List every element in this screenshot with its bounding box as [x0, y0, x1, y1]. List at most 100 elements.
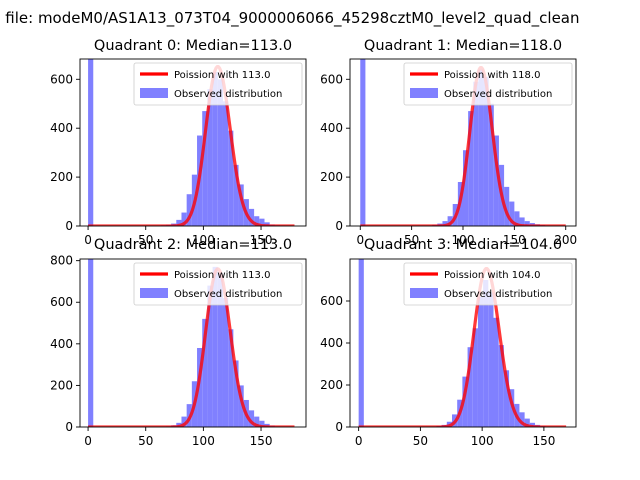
- histogram-bar: [217, 273, 223, 427]
- histogram-bar: [181, 416, 187, 427]
- histogram-bar: [233, 360, 239, 427]
- poisson-curve: [87, 267, 295, 427]
- poisson-curve: [87, 64, 295, 226]
- panel-title: Quadrant 0: Median=113.0: [94, 38, 292, 54]
- histogram-bar: [360, 59, 366, 226]
- histogram-bar: [463, 150, 469, 226]
- histogram-bar: [488, 292, 494, 427]
- histogram-bar: [212, 266, 218, 427]
- histogram-bar: [488, 103, 494, 226]
- histogram-bar: [509, 201, 515, 226]
- legend-label: Poission with 113.0: [174, 70, 270, 81]
- histogram-bar: [483, 76, 489, 226]
- legend-patch-swatch: [140, 288, 168, 298]
- histogram-bar: [228, 329, 234, 427]
- histogram-bar: [259, 420, 265, 427]
- histogram-bar: [254, 216, 260, 226]
- histogram-bar: [248, 410, 255, 427]
- histogram-bar: [473, 81, 479, 226]
- legend-box: [133, 262, 303, 306]
- histogram-bar: [197, 347, 203, 427]
- y-tick-label: 0: [65, 420, 73, 434]
- axes-frame: [79, 258, 307, 428]
- plot-area: [358, 259, 567, 427]
- histogram-bar: [181, 212, 187, 226]
- panel-title: Quadrant 2: Median=113.0: [94, 237, 292, 253]
- legend-box: [133, 62, 303, 106]
- y-tick-label: 0: [335, 420, 343, 434]
- x-tick-label: 50: [138, 233, 153, 247]
- legend-label: Poission with 118.0: [444, 70, 540, 81]
- x-tick-label: 50: [404, 233, 419, 247]
- legend: Poission with 113.0 Observed distribution: [133, 262, 303, 306]
- x-tick-label: 0: [84, 233, 92, 247]
- histogram-bar: [504, 186, 510, 226]
- histogram-bar: [222, 298, 229, 427]
- panel-2: 0 50 100 150 0 200 400 600 800 Poission with 113.…: [50, 237, 307, 448]
- x-tick-label: 150: [250, 434, 273, 448]
- histogram-bar: [477, 296, 484, 427]
- histogram-bar: [493, 135, 499, 226]
- x-tick-label: 100: [452, 233, 475, 247]
- y-tick-label: 200: [320, 170, 343, 184]
- panel-title: Quadrant 1: Median=118.0: [364, 38, 562, 54]
- histogram-bar: [483, 280, 489, 427]
- legend-label: Observed distribution: [444, 89, 552, 100]
- legend-box: [403, 262, 573, 306]
- panel-1: 0 50 100 150 200 0 200 400 600 Poission with 118.…: [320, 38, 577, 247]
- histogram-bar: [472, 328, 478, 427]
- x-tick-label: 200: [554, 233, 577, 247]
- histogram-bar: [259, 218, 265, 226]
- y-tick-label: 400: [50, 337, 73, 351]
- histogram-bar: [529, 422, 535, 427]
- histogram-bar: [447, 216, 453, 226]
- y-tick-label: 200: [320, 378, 343, 392]
- y-tick-label: 400: [320, 336, 343, 350]
- axes-frame: [79, 58, 307, 227]
- x-tick-label: 0: [84, 434, 92, 448]
- legend-label: Poission with 113.0: [174, 270, 270, 281]
- panel-0: 0 50 100 150 0 200 400 600 Poission with 113.0 Ob…: [50, 38, 307, 247]
- y-tick-label: 200: [50, 378, 73, 392]
- legend: Poission with 104.0 Observed distribution: [403, 262, 573, 306]
- poisson-curve: [358, 267, 567, 427]
- histogram-bar: [186, 194, 192, 226]
- histogram-bar: [238, 184, 244, 226]
- x-tick-label: 50: [138, 434, 153, 448]
- histogram-bar: [202, 318, 208, 427]
- x-tick-label: 150: [532, 434, 555, 448]
- histogram-bar: [264, 222, 270, 226]
- histogram-bar: [478, 69, 484, 226]
- y-tick-label: 800: [50, 254, 73, 268]
- histogram-bar: [233, 164, 239, 226]
- y-tick-label: 600: [50, 295, 73, 309]
- histogram-bar: [462, 376, 468, 427]
- x-tick-label: 100: [192, 434, 215, 448]
- histogram-bar: [467, 347, 473, 427]
- histogram-bar: [503, 370, 510, 427]
- legend: Poission with 113.0 Observed distribution: [133, 62, 303, 106]
- histogram-bar: [524, 418, 530, 427]
- x-tick-label: 150: [503, 233, 526, 247]
- y-tick-label: 400: [320, 121, 343, 135]
- histogram-bar: [519, 217, 525, 226]
- legend-patch-swatch: [140, 88, 168, 98]
- histogram-bar: [222, 101, 229, 226]
- panel-title: Quadrant 3: Median=104.0: [364, 237, 562, 253]
- x-tick-label: 50: [413, 434, 428, 448]
- legend-label: Observed distribution: [174, 289, 282, 300]
- legend: Poission with 118.0 Observed distribution: [403, 62, 573, 106]
- histogram-bar: [468, 111, 474, 226]
- histogram-bar: [176, 219, 182, 226]
- legend-patch-swatch: [410, 88, 438, 98]
- histogram-bar: [358, 259, 364, 427]
- histogram-bar: [493, 317, 499, 427]
- x-tick-label: 100: [471, 434, 494, 448]
- histogram-bar: [519, 412, 525, 427]
- y-tick-label: 0: [335, 219, 343, 233]
- x-tick-label: 0: [356, 233, 364, 247]
- y-tick-label: 600: [50, 72, 73, 86]
- x-tick-label: 0: [355, 434, 363, 448]
- legend-label: Observed distribution: [444, 289, 552, 300]
